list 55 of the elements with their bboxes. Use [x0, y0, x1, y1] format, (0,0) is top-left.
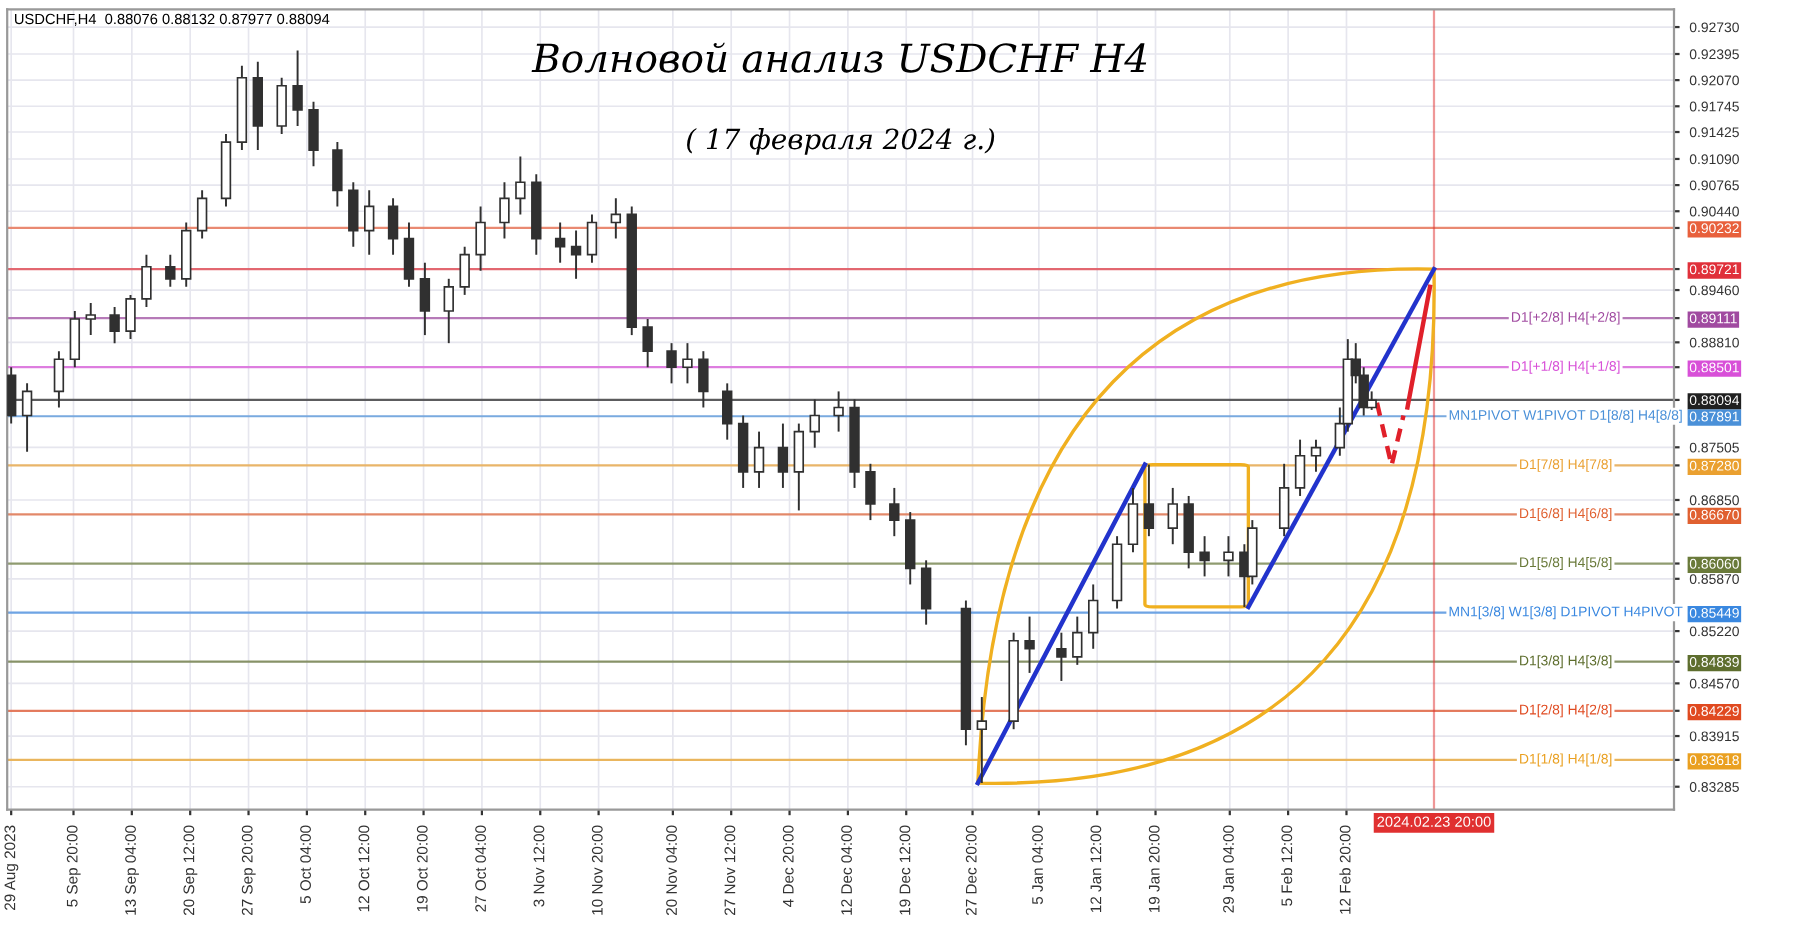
candlestick: [332, 141, 343, 208]
candlestick: [1294, 438, 1306, 497]
candlestick: [85, 301, 96, 337]
candlestick: [570, 229, 582, 280]
candlestick: [1056, 631, 1067, 682]
candlestick: [475, 205, 486, 272]
candlestick: [809, 398, 820, 449]
candlestick: [1310, 438, 1322, 473]
candlestick: [920, 559, 932, 626]
candlestick: [1024, 615, 1035, 674]
candlestick: [889, 486, 900, 538]
candlestick: [69, 310, 81, 369]
candlestick: [777, 422, 789, 489]
candlestick: [387, 197, 399, 256]
candlestick: [722, 382, 733, 441]
candlestick: [865, 462, 876, 522]
candlestick: [1087, 583, 1099, 650]
candlestick: [586, 213, 598, 264]
candlestick: [1143, 463, 1155, 538]
candlestick: [1127, 486, 1139, 554]
candlestick: [109, 305, 120, 345]
candlestick: [1167, 486, 1178, 546]
candlestick: [515, 155, 526, 216]
candlestick: [125, 293, 136, 341]
candlestick: [698, 350, 709, 409]
candlestick: [308, 100, 319, 168]
candlestick: [976, 696, 988, 785]
candlestick: [348, 181, 359, 248]
candlestick: [165, 253, 176, 288]
candlestick: [1278, 462, 1290, 538]
candlestick: [610, 197, 622, 240]
candlestick: [642, 318, 653, 369]
candlestick: [419, 261, 431, 337]
candlestick: [1223, 535, 1234, 578]
candlestick: [276, 76, 287, 135]
candlestick: [363, 189, 375, 256]
candlestick: [833, 390, 844, 433]
candlestick: [793, 422, 805, 512]
candlestick: [682, 342, 693, 385]
candlestick: [459, 245, 470, 296]
candlestick: [666, 342, 677, 385]
candlestick: [141, 253, 152, 308]
candlestick: [53, 350, 65, 409]
candlestick: [554, 221, 566, 264]
candlestick: [753, 430, 765, 489]
text: Волновой анализ USDCHF H4: [531, 42, 1147, 73]
candlestick: [196, 189, 208, 240]
candlestick: [1072, 615, 1083, 666]
candlestick: [443, 277, 454, 345]
candlestick: [403, 221, 415, 288]
candlestick: [292, 49, 303, 127]
candlestick: [1199, 535, 1210, 578]
candlestick: [21, 382, 33, 453]
candlestick: [499, 181, 510, 240]
text: ( 17 февраля 2024 г.): [687, 127, 995, 155]
